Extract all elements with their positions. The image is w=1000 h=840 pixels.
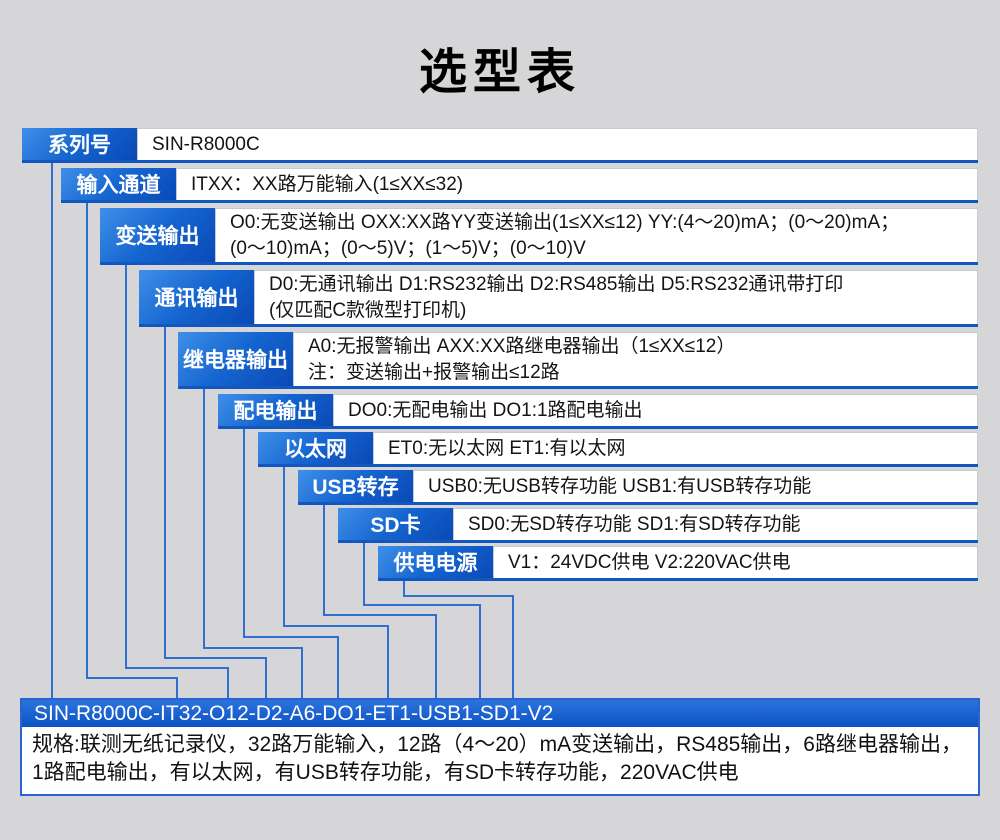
row-input-channels-content: ITXX：XX路万能输入(1≤XX≤32) xyxy=(176,168,978,200)
row-usb-transfer: USB转存 USB0:无USB转存功能 USB1:有USB转存功能 xyxy=(298,470,978,505)
row-power-supply-text: V1：24VDC供电 V2:220VAC供电 xyxy=(508,551,791,573)
row-distribution-output-content: DO0:无配电输出 DO1:1路配电输出 xyxy=(333,394,978,426)
row-input-channels-label: 输入通道 xyxy=(61,168,176,200)
row-transmit-output-text: O0:无变送输出 OXX:XX路YY变送输出(1≤XX≤12) YY:(4～20… xyxy=(230,212,900,259)
connector-line xyxy=(403,578,514,700)
row-ethernet-content: ET0:无以太网 ET1:有以太网 xyxy=(373,432,978,464)
row-distribution-output-text: DO0:无配电输出 DO1:1路配电输出 xyxy=(348,399,643,421)
row-transmit-output: 变送输出 O0:无变送输出 OXX:XX路YY变送输出(1≤XX≤12) YY:… xyxy=(100,208,978,265)
example-block: SIN-R8000C-IT32-O12-D2-A6-DO1-ET1-USB1-S… xyxy=(20,698,980,796)
row-comm-output-label: 通讯输出 xyxy=(139,270,254,324)
row-power-supply-content: V1：24VDC供电 V2:220VAC供电 xyxy=(493,546,978,578)
row-distribution-output-label: 配电输出 xyxy=(218,394,333,426)
row-comm-output: 通讯输出 D0:无通讯输出 D1:RS232输出 D2:RS485输出 D5:R… xyxy=(139,270,978,327)
row-sd-card-label: SD卡 xyxy=(338,508,453,540)
row-distribution-output: 配电输出 DO0:无配电输出 DO1:1路配电输出 xyxy=(218,394,978,429)
row-power-supply-label: 供电电源 xyxy=(378,546,493,578)
row-transmit-output-label: 变送输出 xyxy=(100,208,215,262)
row-relay-output: 继电器输出 A0:无报警输出 AXX:XX路继电器输出（1≤XX≤12） 注：变… xyxy=(178,332,978,389)
row-relay-output-label: 继电器输出 xyxy=(178,332,293,386)
row-comm-output-content: D0:无通讯输出 D1:RS232输出 D2:RS485输出 D5:RS232通… xyxy=(254,270,978,324)
page-title: 选型表 xyxy=(418,46,581,99)
row-sd-card: SD卡 SD0:无SD转存功能 SD1:有SD转存功能 xyxy=(338,508,978,543)
row-sd-card-text: SD0:无SD转存功能 SD1:有SD转存功能 xyxy=(468,513,801,535)
connector-line xyxy=(243,426,339,700)
row-transmit-output-content: O0:无变送输出 OXX:XX路YY变送输出(1≤XX≤12) YY:(4～20… xyxy=(215,208,978,262)
row-power-supply: 供电电源 V1：24VDC供电 V2:220VAC供电 xyxy=(378,546,978,581)
row-relay-output-content: A0:无报警输出 AXX:XX路继电器输出（1≤XX≤12） 注：变送输出+报警… xyxy=(293,332,978,386)
example-spec-text: 规格:联测无纸记录仪，32路万能输入，12路（4～20）mA变送输出，RS485… xyxy=(22,727,978,794)
row-comm-output-text: D0:无通讯输出 D1:RS232输出 D2:RS485输出 D5:RS232通… xyxy=(269,274,844,321)
row-series-text: SIN-R8000C xyxy=(152,133,260,155)
row-usb-transfer-content: USB0:无USB转存功能 USB1:有USB转存功能 xyxy=(413,470,978,502)
row-series-content: SIN-R8000C xyxy=(137,128,978,160)
row-relay-output-text: A0:无报警输出 AXX:XX路继电器输出（1≤XX≤12） 注：变送输出+报警… xyxy=(308,336,736,383)
row-usb-transfer-text: USB0:无USB转存功能 USB1:有USB转存功能 xyxy=(428,475,812,497)
row-sd-card-content: SD0:无SD转存功能 SD1:有SD转存功能 xyxy=(453,508,978,540)
row-series: 系列号 SIN-R8000C xyxy=(22,128,978,163)
example-model-number: SIN-R8000C-IT32-O12-D2-A6-DO1-ET1-USB1-S… xyxy=(22,700,978,727)
row-ethernet-label: 以太网 xyxy=(258,432,373,464)
row-input-channels-text: ITXX：XX路万能输入(1≤XX≤32) xyxy=(191,173,464,195)
row-usb-transfer-label: USB转存 xyxy=(298,470,413,502)
row-series-label: 系列号 xyxy=(22,128,137,160)
connector-line xyxy=(125,262,229,700)
row-input-channels: 输入通道 ITXX：XX路万能输入(1≤XX≤32) xyxy=(61,168,978,203)
row-ethernet-text: ET0:无以太网 ET1:有以太网 xyxy=(388,437,626,459)
row-ethernet: 以太网 ET0:无以太网 ET1:有以太网 xyxy=(258,432,978,467)
